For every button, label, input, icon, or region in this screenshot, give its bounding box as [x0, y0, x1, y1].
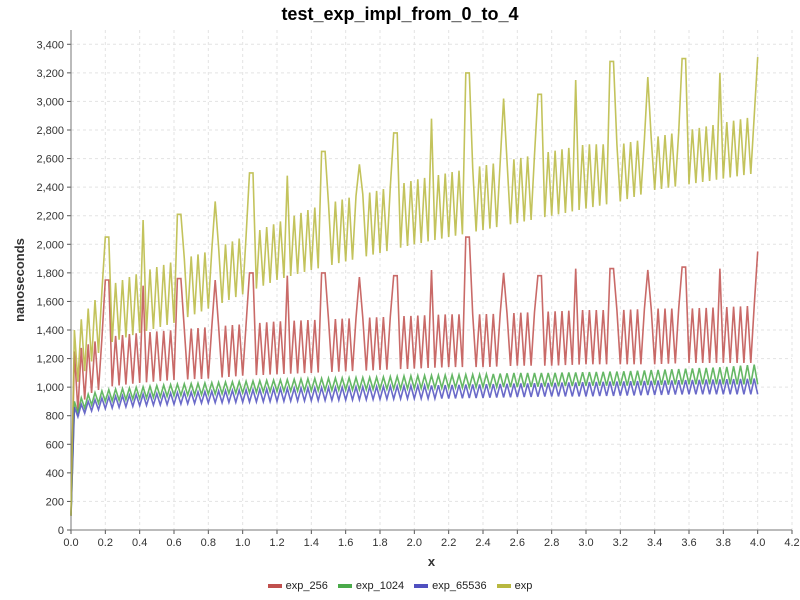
- legend-swatch: [267, 584, 282, 588]
- y-tick-label: 0: [58, 525, 64, 537]
- x-tick-label: 3.6: [681, 537, 696, 549]
- y-tick-label: 2,200: [36, 211, 64, 223]
- legend-swatch: [337, 584, 352, 588]
- x-tick-label: 2.4: [475, 537, 490, 549]
- y-tick-label: 2,400: [36, 182, 64, 194]
- y-tick-label: 400: [46, 468, 64, 480]
- legend-item: exp_256: [267, 580, 328, 592]
- legend-label: exp_256: [285, 580, 328, 592]
- y-tick-label: 3,000: [36, 96, 64, 108]
- y-tick-label: 1,200: [36, 354, 64, 366]
- chart-title: test_exp_impl_from_0_to_4: [281, 4, 519, 24]
- legend-item: exp_1024: [337, 580, 405, 592]
- x-tick-label: 2.6: [510, 537, 525, 549]
- y-tick-label: 200: [46, 496, 64, 508]
- x-axis-label: x: [428, 554, 436, 569]
- x-tick-label: 4.2: [784, 537, 799, 549]
- series-line-exp_65536: [70, 378, 759, 516]
- y-tick-label: 2,000: [36, 239, 64, 251]
- x-tick-label: 1.2: [269, 537, 284, 549]
- legend-swatch: [496, 584, 511, 588]
- series-line-exp_256: [70, 236, 759, 516]
- x-tick-label: 1.0: [235, 537, 250, 549]
- x-tick-label: 0.4: [132, 537, 147, 549]
- legend: exp_256 exp_1024 exp_65536 exp: [0, 580, 800, 592]
- x-tick-label: 0.2: [98, 537, 113, 549]
- y-tick-label: 1,400: [36, 325, 64, 337]
- legend-label: exp_1024: [355, 580, 405, 592]
- x-tick-label: 0.6: [166, 537, 181, 549]
- series-line-exp: [70, 57, 759, 516]
- x-tick-label: 2.8: [544, 537, 559, 549]
- y-axis-label: nanoseconds: [12, 238, 27, 322]
- x-tick-label: 1.6: [338, 537, 353, 549]
- y-tick-label: 600: [46, 439, 64, 451]
- y-tick-label: 1,800: [36, 268, 64, 280]
- series-line-exp_1024: [70, 364, 759, 516]
- y-tick-label: 2,600: [36, 154, 64, 166]
- y-tick-label: 2,800: [36, 125, 64, 137]
- legend-item: exp_65536: [414, 580, 487, 592]
- y-tick-label: 800: [46, 411, 64, 423]
- x-tick-label: 1.4: [304, 537, 319, 549]
- legend-swatch: [414, 584, 429, 588]
- x-tick-label: 4.0: [750, 537, 765, 549]
- x-tick-label: 3.4: [647, 537, 662, 549]
- x-tick-label: 0.0: [63, 537, 78, 549]
- y-tick-label: 3,400: [36, 39, 64, 51]
- x-tick-label: 2.0: [407, 537, 422, 549]
- y-tick-label: 1,000: [36, 382, 64, 394]
- y-tick-label: 1,600: [36, 296, 64, 308]
- x-tick-label: 3.2: [613, 537, 628, 549]
- legend-label: exp: [514, 580, 533, 592]
- x-tick-label: 1.8: [372, 537, 387, 549]
- x-tick-label: 3.8: [716, 537, 731, 549]
- legend-item: exp: [496, 580, 533, 592]
- y-tick-label: 3,200: [36, 68, 64, 80]
- legend-label: exp_65536: [432, 580, 487, 592]
- x-tick-label: 0.8: [201, 537, 216, 549]
- x-tick-label: 2.2: [441, 537, 456, 549]
- x-tick-label: 3.0: [578, 537, 593, 549]
